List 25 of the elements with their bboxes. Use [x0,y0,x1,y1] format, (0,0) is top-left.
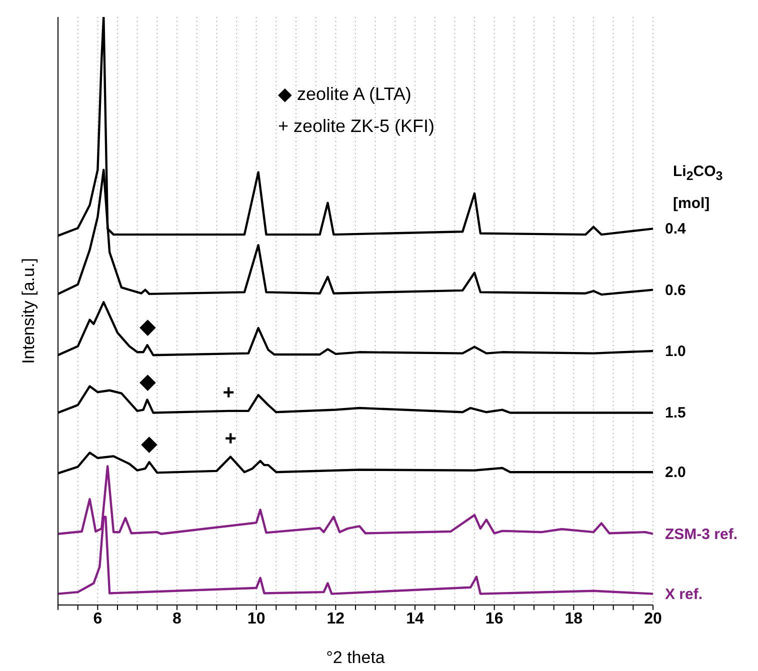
series-label: 0.6 [665,282,686,299]
series-label: 2.0 [665,464,686,482]
annotation: + zeolite ZK-5 (KFI) [278,116,435,136]
annotation: ◆ [138,316,156,338]
series-label: 1.5 [665,404,686,422]
x-tick-label: 10 [247,610,266,628]
legend-title: Li$_{2}$CO$_{3}$ [mol] [673,163,723,212]
x-axis-title: °2 theta [326,648,386,667]
x-tick-label: 16 [485,610,504,628]
annotation: ◆ [140,433,158,456]
annotation: ◆ [138,370,156,393]
series-label: 1.0 [665,342,686,360]
x-tick-label: 18 [564,610,583,628]
annotation: + [224,428,236,450]
series-label: X ref. [665,586,703,603]
x-tick-label: 14 [406,610,424,628]
x-tick-label: 20 [644,610,662,628]
x-tick-label: 12 [326,610,345,628]
annotation: ◆ zeolite A (LTA) [278,84,412,104]
y-axis-title: Intensity [a.u.] [19,258,38,364]
x-tick-label: 6 [93,610,102,628]
annotation: + [222,382,234,404]
x-tick-label: 8 [172,610,182,628]
series-label: ZSM-3 ref. [665,526,738,543]
series-label: 0.4 [665,220,687,238]
